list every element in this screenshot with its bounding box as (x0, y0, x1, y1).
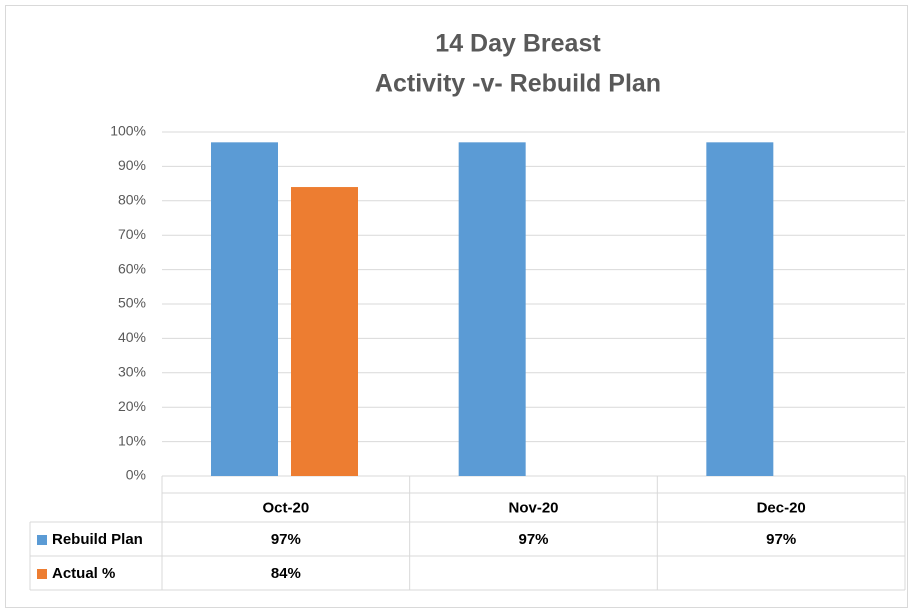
bar (458, 142, 526, 476)
table-value: 97% (518, 531, 548, 548)
table-value: 84% (271, 565, 301, 582)
table-value: 97% (271, 531, 301, 548)
legend-key (37, 569, 47, 579)
y-tick-label: 60% (118, 260, 146, 276)
y-tick-label: 20% (118, 398, 146, 414)
legend-label: Rebuild Plan (52, 531, 143, 548)
bar (211, 142, 278, 476)
y-tick-label: 90% (118, 157, 146, 173)
y-tick-label: 70% (118, 226, 146, 242)
legend-key (37, 535, 47, 545)
bar (706, 142, 774, 476)
y-tick-label: 10% (118, 432, 146, 448)
x-tick-label: Nov-20 (508, 499, 558, 516)
bar (291, 187, 358, 477)
chart-title: 14 Day Breast (435, 30, 601, 58)
y-tick-label: 50% (118, 295, 146, 311)
x-tick-label: Oct-20 (262, 499, 309, 516)
y-tick-label: 30% (118, 364, 146, 380)
y-tick-label: 100% (110, 123, 146, 139)
y-tick-label: 80% (118, 192, 146, 208)
x-tick-label: Dec-20 (757, 499, 806, 516)
y-tick-label: 40% (118, 329, 146, 345)
table-value: 97% (766, 531, 796, 548)
legend-label: Actual % (52, 565, 115, 582)
y-tick-label: 0% (126, 467, 146, 483)
chart-title: Activity -v- Rebuild Plan (375, 70, 661, 98)
